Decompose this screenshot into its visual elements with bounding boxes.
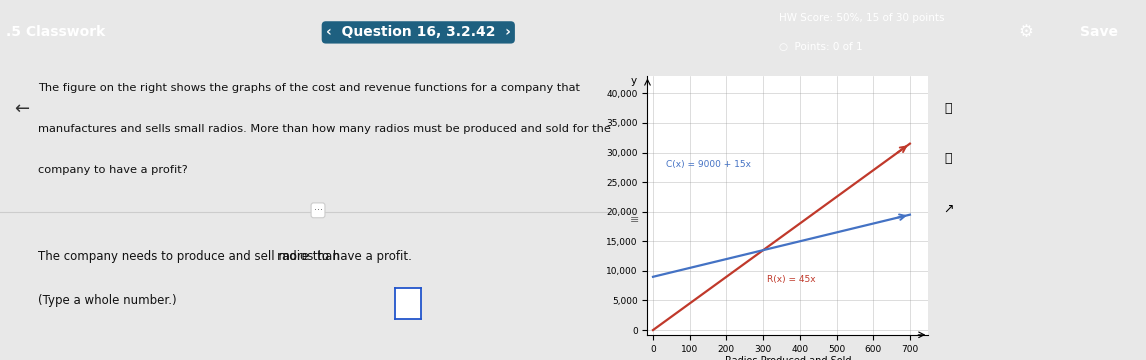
Text: .5 Classwork: .5 Classwork xyxy=(6,26,105,39)
Text: The figure on the right shows the graphs of the cost and revenue functions for a: The figure on the right shows the graphs… xyxy=(38,82,580,93)
Text: R(x) = 45x: R(x) = 45x xyxy=(767,275,816,284)
Text: ···: ··· xyxy=(314,205,322,215)
Text: y: y xyxy=(631,76,637,86)
Text: ‹  Question 16, 3.2.42  ›: ‹ Question 16, 3.2.42 › xyxy=(325,26,511,39)
Text: manufactures and sells small radios. More than how many radios must be produced : manufactures and sells small radios. Mor… xyxy=(38,124,611,134)
Text: ↗: ↗ xyxy=(943,202,953,215)
Text: ←: ← xyxy=(14,100,29,118)
Text: 🔍: 🔍 xyxy=(944,102,952,114)
Text: (Type a whole number.): (Type a whole number.) xyxy=(38,294,176,307)
Text: ≡: ≡ xyxy=(630,215,639,225)
Text: radios to have a profit.: radios to have a profit. xyxy=(276,250,411,263)
Text: The company needs to produce and sell more than: The company needs to produce and sell mo… xyxy=(38,250,340,263)
Text: C(x) = 9000 + 15x: C(x) = 9000 + 15x xyxy=(666,160,751,169)
Text: Save: Save xyxy=(1080,24,1118,39)
Text: HW Score: 50%, 15 of 30 points: HW Score: 50%, 15 of 30 points xyxy=(779,13,944,23)
Text: 🔍: 🔍 xyxy=(944,152,952,165)
Text: ○  Points: 0 of 1: ○ Points: 0 of 1 xyxy=(779,42,863,51)
Text: company to have a profit?: company to have a profit? xyxy=(38,165,188,175)
Text: ⚙: ⚙ xyxy=(1019,23,1033,41)
X-axis label: Radios Produced and Sold: Radios Produced and Sold xyxy=(724,356,851,360)
